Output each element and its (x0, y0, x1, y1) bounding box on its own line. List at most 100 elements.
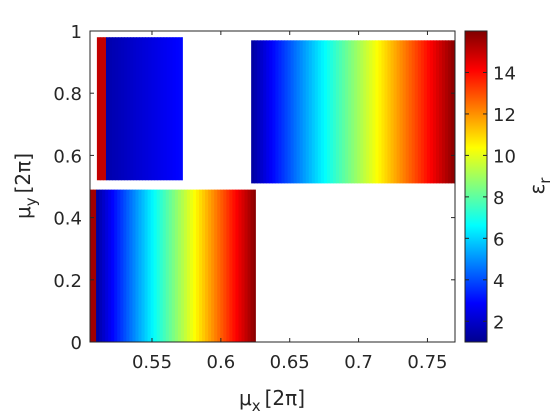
x-axis-ticks: 0.55 0.6 0.65 0.7 0.75 (132, 31, 447, 373)
scatter-column (223, 189, 227, 342)
scatter-column (108, 189, 112, 342)
scatter-column (180, 189, 185, 342)
scatter-column (150, 189, 155, 342)
colorbar (464, 30, 488, 343)
scatter-column (308, 40, 313, 184)
colorbar-ticks: 2 4 6 8 10 12 14 (465, 63, 516, 333)
scatter-column (133, 37, 137, 181)
scatter-column (387, 40, 392, 184)
scatter-column (156, 189, 161, 342)
scatter-column (132, 189, 137, 342)
y-tick-label: 0.6 (53, 146, 82, 167)
x-tick-label: 0.75 (407, 352, 447, 373)
scatter-column (384, 40, 389, 184)
colorbar-tick-label: 14 (493, 63, 516, 84)
y-tick-label: 0.4 (53, 209, 82, 230)
scatter-column (251, 40, 255, 184)
scatter-column (109, 37, 113, 181)
scatter-column (118, 37, 122, 181)
y-axis-ticks: 0 0.2 0.4 0.6 0.8 1 (53, 22, 455, 354)
scatter-column (159, 189, 164, 342)
scatter-column (202, 189, 206, 342)
scatter-column (302, 40, 307, 184)
scatter-column (260, 40, 264, 184)
scatter-column (220, 189, 224, 342)
scatter-column (178, 37, 183, 181)
scatter-column (339, 40, 343, 184)
y-tick-label: 0.2 (53, 271, 82, 292)
scatter-column (193, 189, 197, 342)
scatter-column (311, 40, 316, 184)
scatter-column (266, 40, 270, 184)
scatter-column (257, 40, 261, 184)
scatter-column (208, 189, 212, 342)
scatter-column (399, 40, 404, 184)
scatter-column (214, 189, 218, 342)
scatter-column (120, 189, 124, 342)
colorbar-tick-label: 4 (493, 271, 504, 292)
scatter-column (117, 189, 121, 342)
scatter-column (102, 189, 106, 342)
colorbar-tick-label: 10 (493, 146, 516, 167)
scatter-column (366, 40, 370, 184)
colorbar-tick-label: 6 (493, 229, 504, 250)
scatter-column (423, 40, 428, 184)
colorbar-tick-label: 8 (493, 188, 504, 209)
scatter-column (99, 37, 104, 181)
scatter-column (332, 40, 337, 184)
colorbar-tick-label: 2 (493, 312, 504, 333)
scatter-column (378, 40, 383, 184)
scatter-column (138, 189, 143, 342)
x-tick-label: 0.55 (132, 352, 172, 373)
scatter-column (360, 40, 364, 184)
scatter-column (351, 40, 355, 184)
scatter-column (250, 189, 255, 342)
scatter-column (166, 37, 171, 181)
scatter-column (96, 189, 100, 342)
scatter-column (314, 40, 319, 184)
scatter-column (320, 40, 325, 184)
scatter-column (296, 40, 301, 184)
scatter-column (429, 40, 434, 184)
scatter-column (111, 189, 115, 342)
scatter-column (169, 37, 174, 181)
scatter-column (299, 40, 304, 184)
scatter-column (199, 189, 203, 342)
scatter-column (375, 40, 380, 184)
scatter-column (439, 40, 443, 184)
scatter-column (157, 37, 162, 181)
scatter-column (196, 189, 200, 342)
scatter-column (254, 40, 258, 184)
scatter-column (323, 40, 328, 184)
scatter-column (135, 189, 140, 342)
scatter-column (226, 189, 230, 342)
scatter-column (247, 189, 252, 342)
x-tick-label: 0.65 (270, 352, 310, 373)
scatter-column (129, 189, 134, 342)
scatter-column (211, 189, 215, 342)
scatter-column (186, 189, 191, 342)
scatter-column (153, 189, 158, 342)
scatter-column (141, 189, 146, 342)
scatter-column (281, 40, 286, 184)
scatter-column (396, 40, 401, 184)
scatter-column (253, 189, 256, 342)
scatter-column (163, 37, 168, 181)
scatter-column (435, 40, 440, 184)
x-tick-label: 0.7 (344, 352, 373, 373)
scatter-column (420, 40, 425, 184)
scatter-column (93, 189, 97, 342)
scatter-column (275, 40, 280, 184)
scatter-column (102, 37, 107, 181)
scatter-column (126, 189, 130, 342)
scatter-column (177, 189, 182, 342)
scatter-column (115, 37, 119, 181)
scatter-column (269, 40, 273, 184)
scatter-column (348, 40, 352, 184)
scatter-column (172, 37, 177, 181)
scatter-region-1 (96, 37, 183, 181)
scatter-column (263, 40, 267, 184)
scatter-column (190, 189, 194, 342)
scatter-column (372, 40, 376, 184)
